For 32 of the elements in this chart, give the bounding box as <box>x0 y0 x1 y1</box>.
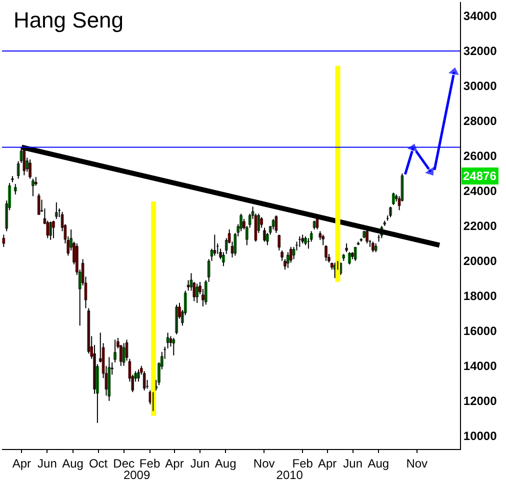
x-tick-label: Feb <box>292 456 314 470</box>
x-tick-label: Jun <box>343 456 363 470</box>
annotation: 24876 <box>463 169 497 183</box>
x-tick-label: Jun <box>38 456 57 470</box>
x-tick-label: Apr <box>318 456 337 470</box>
y-tick-label: 12000 <box>463 394 498 408</box>
y-tick-label: 24000 <box>463 184 498 198</box>
x-tick-label: Aug <box>62 456 84 470</box>
y-tick-label: 18000 <box>463 289 498 304</box>
x-tick-label: Apr <box>12 456 32 470</box>
chart-title: Hang Seng <box>13 8 124 33</box>
y-tick-label: 10000 <box>463 429 498 444</box>
x2-tick-label: 2010 <box>276 468 304 482</box>
y-tick-label: 16000 <box>463 324 498 338</box>
x-tick-label: Oct <box>88 456 108 470</box>
y-tick-label: 26000 <box>463 149 498 164</box>
y-tick-label: 32000 <box>463 44 498 58</box>
y-tick-label: 14000 <box>463 359 498 374</box>
x-tick-label: Dec <box>113 456 134 470</box>
x-tick-label: Aug <box>368 456 390 470</box>
x-tick-label: Nov <box>253 456 275 470</box>
x-tick-label: Jun <box>190 456 210 470</box>
x-tick-label: Feb <box>139 456 160 470</box>
y-tick-label: 34000 <box>463 9 498 24</box>
y-tick-label: 28000 <box>463 114 498 128</box>
y-tick-label: 22000 <box>463 219 498 234</box>
x-tick-label: Aug <box>214 456 236 470</box>
x-tick-label: Nov <box>406 456 428 470</box>
y-tick-label: 20000 <box>463 254 498 268</box>
x-tick-label: Apr <box>165 456 184 470</box>
x2-tick-label: 2009 <box>123 468 150 482</box>
y-tick-label: 30000 <box>463 79 498 94</box>
